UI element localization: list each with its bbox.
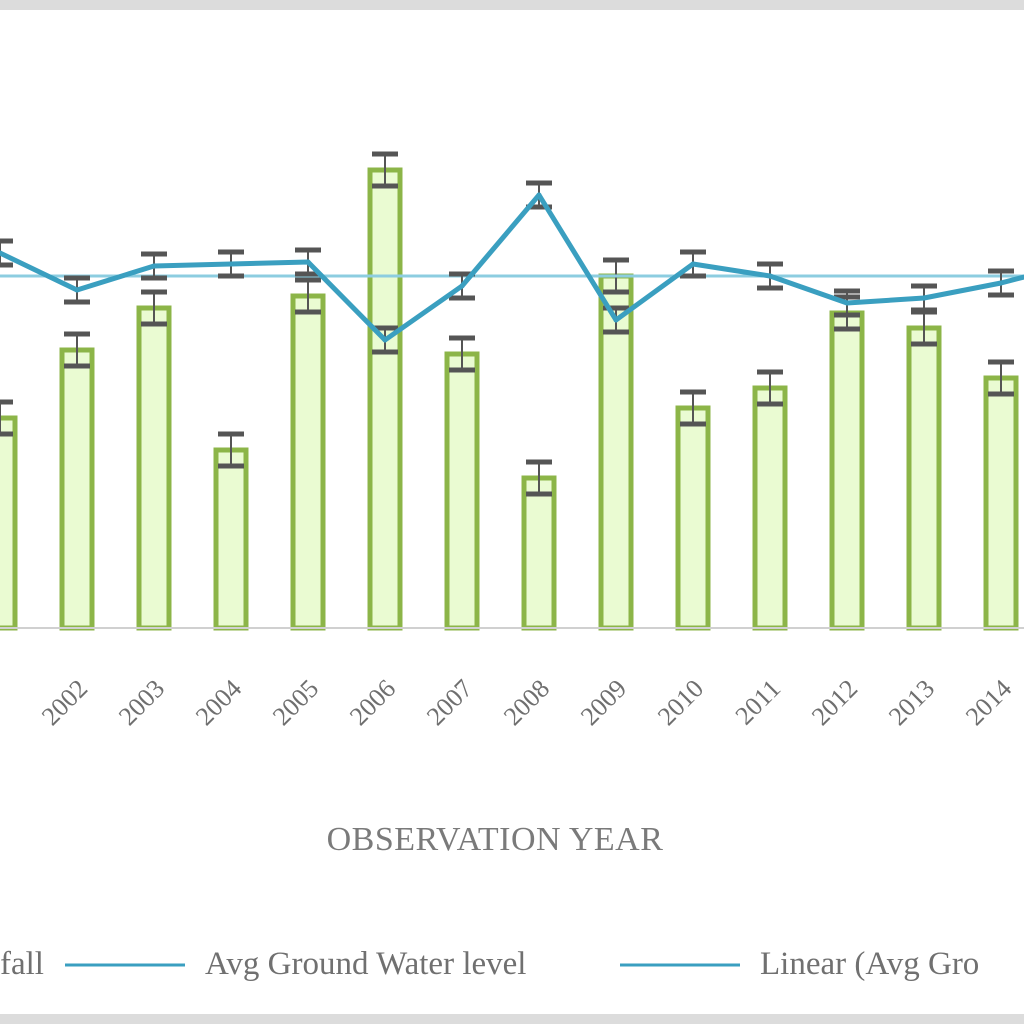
bar-2011 xyxy=(752,385,788,631)
bar-error-2003 xyxy=(141,289,167,327)
x-tick-2008: 2008 xyxy=(498,674,555,731)
gw-error-2001 xyxy=(0,238,13,268)
legend-label-fall: fall xyxy=(0,946,44,982)
x-tick-2011: 2011 xyxy=(730,674,787,731)
bar-error-2006 xyxy=(372,151,398,189)
gw-point-2001 xyxy=(0,250,3,256)
x-tick-2007: 2007 xyxy=(421,674,478,731)
bar-2006 xyxy=(367,167,403,631)
gw-point-2011 xyxy=(767,273,773,279)
x-tick-2014: 2014 xyxy=(960,674,1017,731)
bar-2008 xyxy=(521,475,557,631)
bar-2005 xyxy=(290,293,326,631)
x-tick-2010: 2010 xyxy=(652,674,709,731)
x-tick-2009: 2009 xyxy=(575,674,632,731)
gw-point-2012 xyxy=(844,300,850,306)
x-tick-2004: 2004 xyxy=(190,674,247,731)
bar-2012 xyxy=(829,310,865,631)
gw-point-2002 xyxy=(74,287,80,293)
bar-error-2007 xyxy=(449,335,475,373)
bar-error-2008 xyxy=(526,459,552,497)
x-tick-2002: 2002 xyxy=(36,674,93,731)
bar-error-2004 xyxy=(218,431,244,469)
bar-error-2010 xyxy=(680,389,706,427)
bar-2013 xyxy=(906,325,942,631)
bar-2001 xyxy=(0,415,18,631)
gw-point-2010 xyxy=(690,261,696,267)
legend-label-groundwater: Avg Ground Water level xyxy=(205,946,526,982)
legend: fall Avg Ground Water level Linear (Avg … xyxy=(0,946,979,982)
bar-error-2005 xyxy=(295,277,321,315)
gw-point-2006 xyxy=(382,337,388,343)
gw-point-2014 xyxy=(998,280,1004,286)
bar-2010 xyxy=(675,405,711,631)
gw-point-2013 xyxy=(921,295,927,301)
bar-2007 xyxy=(444,351,480,631)
x-tick-2006: 2006 xyxy=(344,674,401,731)
gw-point-2009 xyxy=(613,317,619,323)
x-tick-2012: 2012 xyxy=(806,674,863,731)
line-layer xyxy=(0,180,1024,355)
bar-2002 xyxy=(59,347,95,631)
legend-label-linear: Linear (Avg Gro xyxy=(760,946,979,982)
bar-2014 xyxy=(983,375,1019,631)
x-axis-title: OBSERVATION YEAR xyxy=(327,821,664,858)
gw-point-2008 xyxy=(536,192,542,198)
bars-layer xyxy=(0,151,1019,631)
bar-error-2002 xyxy=(64,331,90,369)
gw-point-2005 xyxy=(305,259,311,265)
bar-2003 xyxy=(136,305,172,631)
gw-point-2003 xyxy=(151,263,157,269)
bar-error-2014 xyxy=(988,359,1014,397)
gw-point-2004 xyxy=(228,261,234,267)
x-tick-2005: 2005 xyxy=(267,674,324,731)
x-tick-labels: 2002 2003 2004 2005 2006 2007 2008 2009 2010 2011… xyxy=(36,674,1017,731)
bar-error-2001 xyxy=(0,399,13,437)
gw-point-2007 xyxy=(459,283,465,289)
x-tick-2013: 2013 xyxy=(883,674,940,731)
bar-error-2011 xyxy=(757,369,783,407)
x-tick-2003: 2003 xyxy=(113,674,170,731)
bar-2004 xyxy=(213,447,249,631)
